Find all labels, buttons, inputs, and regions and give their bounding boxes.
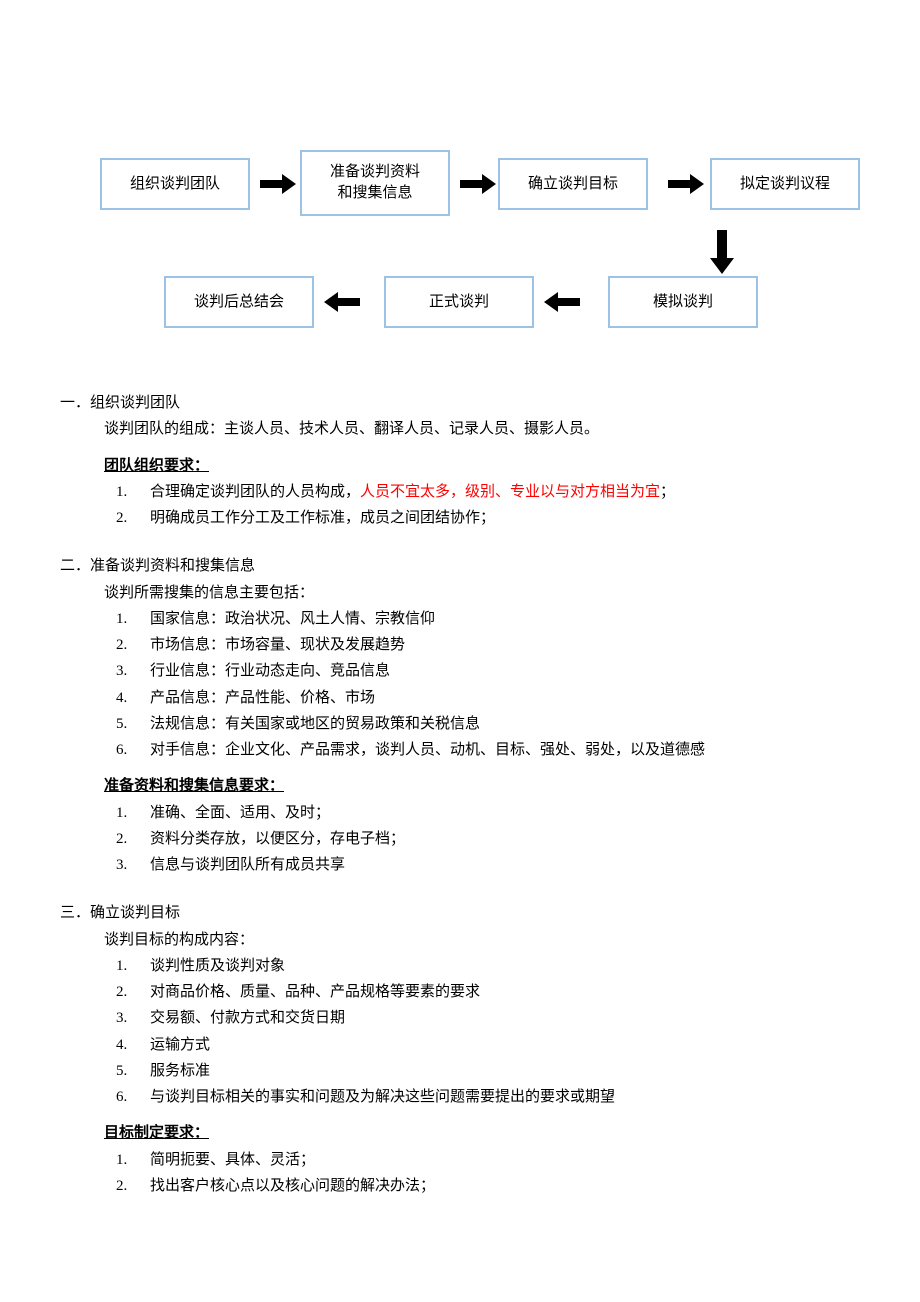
list-item: 3.行业信息：行业动态走向、竞品信息 [116,658,860,684]
flow-node-n1: 组织谈判团队 [100,158,250,210]
list-text: 市场信息：市场容量、现状及发展趋势 [150,632,405,658]
list-item: 1.谈判性质及谈判对象 [116,953,860,979]
list-text: 合理确定谈判团队的人员构成，人员不宜太多，级别、专业以与对方相当为宜； [150,479,675,505]
section-intro: 谈判目标的构成内容： [60,927,860,953]
list-number: 2. [116,632,150,658]
flow-node-n6: 正式谈判 [384,276,534,328]
list-number: 5. [116,1058,150,1084]
list-number: 3. [116,852,150,878]
list-item: 3.交易额、付款方式和交货日期 [116,1005,860,1031]
list-text: 信息与谈判团队所有成员共享 [150,852,345,878]
requirement-heading: 准备资料和搜集信息要求： [60,773,860,799]
list-number: 5. [116,711,150,737]
section-intro: 谈判团队的组成：主谈人员、技术人员、翻译人员、记录人员、摄影人员。 [60,416,860,442]
list-number: 4. [116,685,150,711]
list-item: 2.对商品价格、质量、品种、产品规格等要素的要求 [116,979,860,1005]
list-item: 6.与谈判目标相关的事实和问题及为解决这些问题需要提出的要求或期望 [116,1084,860,1110]
list-text: 对手信息：企业文化、产品需求，谈判人员、动机、目标、强处、弱处，以及道德感 [150,737,705,763]
list-number: 1. [116,800,150,826]
section-heading: 一．组织谈判团队 [60,390,860,416]
list-item: 1.简明扼要、具体、灵活； [116,1147,860,1173]
list-text: 找出客户核心点以及核心问题的解决办法； [150,1173,435,1199]
flow-node-n3: 确立谈判目标 [498,158,648,210]
info-list: 1.国家信息：政治状况、风土人情、宗教信仰2.市场信息：市场容量、现状及发展趋势… [60,606,860,764]
requirement-list: 1.合理确定谈判团队的人员构成，人员不宜太多，级别、专业以与对方相当为宜；2.明… [60,479,860,532]
info-list: 1.谈判性质及谈判对象2.对商品价格、质量、品种、产品规格等要素的要求3.交易额… [60,953,860,1111]
list-item: 2.明确成员工作分工及工作标准，成员之间团结协作； [116,505,860,531]
list-number: 1. [116,479,150,505]
list-item: 4.运输方式 [116,1032,860,1058]
list-text: 运输方式 [150,1032,210,1058]
section-heading: 二．准备谈判资料和搜集信息 [60,553,860,579]
list-number: 1. [116,1147,150,1173]
flow-node-n2: 准备谈判资料和搜集信息 [300,150,450,216]
list-number: 6. [116,737,150,763]
list-number: 4. [116,1032,150,1058]
requirement-list: 1.准确、全面、适用、及时；2.资料分类存放，以便区分，存电子档；3.信息与谈判… [60,800,860,879]
requirement-heading: 目标制定要求： [60,1120,860,1146]
list-number: 2. [116,1173,150,1199]
list-item: 6.对手信息：企业文化、产品需求，谈判人员、动机、目标、强处、弱处，以及道德感 [116,737,860,763]
list-item: 1.合理确定谈判团队的人员构成，人员不宜太多，级别、专业以与对方相当为宜； [116,479,860,505]
section-intro: 谈判所需搜集的信息主要包括： [60,580,860,606]
flow-node-n4: 拟定谈判议程 [710,158,860,210]
list-number: 1. [116,953,150,979]
list-item: 2.找出客户核心点以及核心问题的解决办法； [116,1173,860,1199]
list-item: 2.市场信息：市场容量、现状及发展趋势 [116,632,860,658]
section-heading: 三．确立谈判目标 [60,900,860,926]
process-flowchart: 组织谈判团队准备谈判资料和搜集信息确立谈判目标 拟定谈判议程模拟谈判 正式谈判 谈判后… [60,140,860,370]
list-text: 产品信息：产品性能、价格、市场 [150,685,375,711]
list-number: 3. [116,658,150,684]
list-number: 6. [116,1084,150,1110]
list-text: 明确成员工作分工及工作标准，成员之间团结协作； [150,505,495,531]
list-text: 谈判性质及谈判对象 [150,953,285,979]
flow-node-n7: 谈判后总结会 [164,276,314,328]
list-item: 4.产品信息：产品性能、价格、市场 [116,685,860,711]
list-item: 3.信息与谈判团队所有成员共享 [116,852,860,878]
list-text: 服务标准 [150,1058,210,1084]
list-item: 2.资料分类存放，以便区分，存电子档； [116,826,860,852]
list-number: 2. [116,505,150,531]
section-1: 一．组织谈判团队谈判团队的组成：主谈人员、技术人员、翻译人员、记录人员、摄影人员… [60,390,860,531]
section-3: 三．确立谈判目标谈判目标的构成内容：1.谈判性质及谈判对象2.对商品价格、质量、… [60,900,860,1199]
list-number: 2. [116,826,150,852]
list-text: 国家信息：政治状况、风土人情、宗教信仰 [150,606,435,632]
list-text: 准确、全面、适用、及时； [150,800,330,826]
list-text: 对商品价格、质量、品种、产品规格等要素的要求 [150,979,480,1005]
list-text: 与谈判目标相关的事实和问题及为解决这些问题需要提出的要求或期望 [150,1084,615,1110]
list-item: 5.服务标准 [116,1058,860,1084]
list-item: 1.国家信息：政治状况、风土人情、宗教信仰 [116,606,860,632]
document-body: 一．组织谈判团队谈判团队的组成：主谈人员、技术人员、翻译人员、记录人员、摄影人员… [60,390,860,1221]
requirement-heading: 团队组织要求： [60,453,860,479]
list-text: 资料分类存放，以便区分，存电子档； [150,826,405,852]
list-text: 简明扼要、具体、灵活； [150,1147,315,1173]
requirement-list: 1.简明扼要、具体、灵活；2.找出客户核心点以及核心问题的解决办法； [60,1147,860,1200]
document-page: 组织谈判团队准备谈判资料和搜集信息确立谈判目标 拟定谈判议程模拟谈判 正式谈判 谈判后… [0,0,920,1281]
list-text: 法规信息：有关国家或地区的贸易政策和关税信息 [150,711,480,737]
section-2: 二．准备谈判资料和搜集信息谈判所需搜集的信息主要包括：1.国家信息：政治状况、风… [60,553,860,878]
list-text: 行业信息：行业动态走向、竞品信息 [150,658,390,684]
flow-node-n5: 模拟谈判 [608,276,758,328]
list-number: 1. [116,606,150,632]
list-number: 2. [116,979,150,1005]
list-item: 5.法规信息：有关国家或地区的贸易政策和关税信息 [116,711,860,737]
list-text: 交易额、付款方式和交货日期 [150,1005,345,1031]
list-number: 3. [116,1005,150,1031]
list-item: 1.准确、全面、适用、及时； [116,800,860,826]
highlighted-text: 人员不宜太多，级别、专业以与对方相当为宜 [360,484,660,500]
